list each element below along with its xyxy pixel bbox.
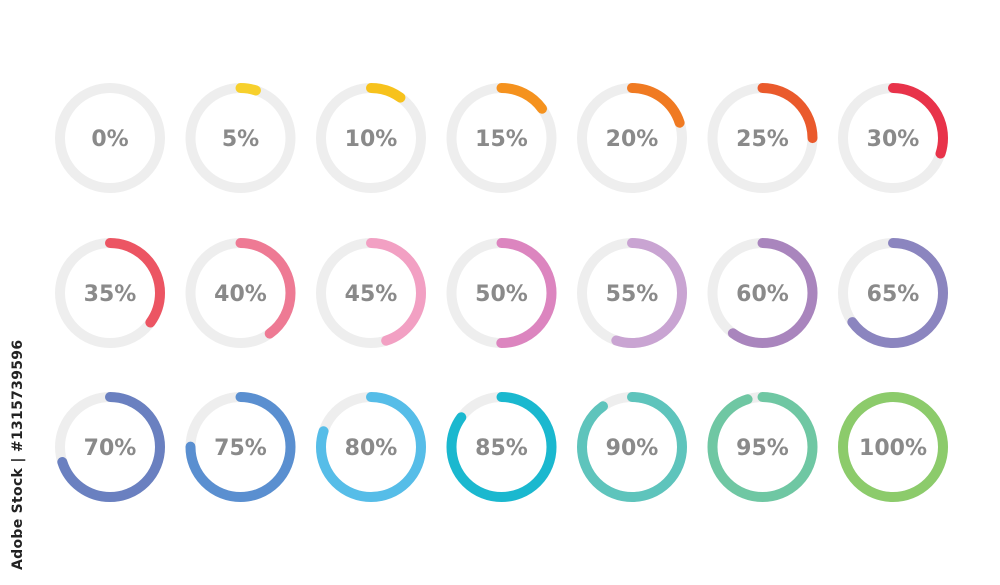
ring-progress-arc: [577, 392, 687, 502]
progress-ring-95: 95%: [707, 392, 818, 502]
progress-ring-20: 20%: [577, 83, 687, 193]
stock-watermark: Adobe Stock | #1315739596: [10, 339, 26, 570]
ring-progress-arc: [316, 238, 426, 348]
ring-percent-label: 90%: [606, 436, 659, 461]
ring-percent-label: 95%: [736, 436, 789, 461]
ring-percent-label: 5%: [222, 127, 259, 152]
ring-track: [55, 83, 165, 193]
ring-percent-label: 60%: [736, 282, 789, 307]
ring-percent-label: 75%: [214, 436, 267, 461]
progress-ring-15: 15%: [446, 83, 557, 193]
ring-progress-arc: [185, 238, 296, 348]
ring-progress-arc: [185, 83, 296, 193]
ring-percent-label: 20%: [606, 127, 659, 152]
progress-ring-80: 80%: [316, 392, 426, 502]
ring-progress-arc: [707, 392, 818, 502]
ring-percent-label: 30%: [867, 127, 920, 152]
ring-progress-arc: [577, 83, 687, 193]
ring-percent-label: 10%: [345, 127, 398, 152]
progress-ring-65: 65%: [838, 238, 948, 348]
progress-ring-60: 60%: [707, 238, 818, 348]
ring-progress-arc: [316, 392, 426, 502]
ring-progress-arc: [707, 83, 818, 193]
ring-percent-label: 40%: [214, 282, 267, 307]
progress-ring-90: 90%: [577, 392, 687, 502]
progress-ring-10: 10%: [316, 83, 426, 193]
ring-percent-label: 15%: [475, 127, 528, 152]
ring-percent-label: 85%: [475, 436, 528, 461]
ring-progress-arc: [707, 238, 818, 348]
ring-progress-arc: [55, 238, 165, 348]
progress-ring-40: 40%: [185, 238, 296, 348]
ring-percent-label: 50%: [475, 282, 528, 307]
ring-percent-label: 55%: [606, 282, 659, 307]
progress-ring-50: 50%: [446, 238, 557, 348]
ring-percent-label: 100%: [859, 436, 927, 461]
progress-ring-100: 100%: [838, 392, 948, 502]
ring-progress-arc: [446, 392, 557, 502]
ring-percent-label: 0%: [91, 127, 128, 152]
progress-ring-30: 30%: [838, 83, 948, 193]
ring-progress-arc: [838, 392, 948, 502]
ring-percent-label: 35%: [84, 282, 137, 307]
ring-progress-arc: [185, 392, 296, 502]
progress-ring-75: 75%: [185, 392, 296, 502]
progress-ring-0: 0%: [55, 83, 165, 193]
ring-percent-label: 45%: [345, 282, 398, 307]
progress-ring-25: 25%: [707, 83, 818, 193]
ring-progress-arc: [838, 83, 948, 193]
progress-ring-70: 70%: [55, 392, 165, 502]
ring-progress-arc: [577, 238, 687, 348]
ring-progress-arc: [838, 238, 948, 348]
ring-progress-arc: [446, 83, 557, 193]
progress-ring-45: 45%: [316, 238, 426, 348]
progress-ring-85: 85%: [446, 392, 557, 502]
ring-percent-label: 65%: [867, 282, 920, 307]
progress-ring-35: 35%: [55, 238, 165, 348]
progress-ring-5: 5%: [185, 83, 296, 193]
ring-progress-arc: [55, 392, 165, 502]
ring-progress-arc: [446, 238, 557, 348]
progress-ring-55: 55%: [577, 238, 687, 348]
ring-percent-label: 70%: [84, 436, 137, 461]
ring-progress-arc: [316, 83, 426, 193]
ring-percent-label: 80%: [345, 436, 398, 461]
ring-percent-label: 25%: [736, 127, 789, 152]
